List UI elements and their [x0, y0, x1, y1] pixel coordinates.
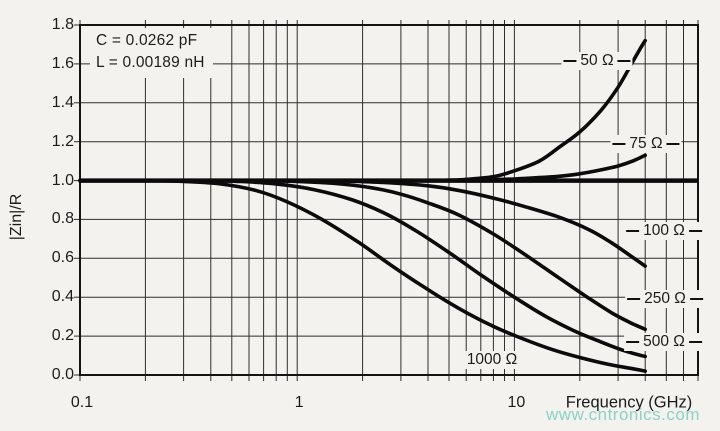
- plot-border: [79, 24, 699, 376]
- x-tick-label-1: 1: [294, 394, 304, 411]
- annotation-inductance: L = 0.00189 nH: [96, 54, 205, 71]
- label-leader-dash: [627, 297, 641, 301]
- x-axis-title: Frequency (GHz): [565, 393, 693, 412]
- curve-label-75-ohm: 75 Ω: [610, 135, 682, 153]
- y-tick-label-0.8: 0.8: [51, 210, 74, 228]
- label-leader-dash: [617, 59, 631, 63]
- label-leader-dash: [612, 142, 626, 146]
- curve-label-text: 1000 Ω: [466, 351, 518, 368]
- curve-label-text: 75 Ω: [629, 135, 663, 152]
- label-leader-dash: [688, 340, 702, 344]
- curve-label-50-ohm: 50 Ω: [561, 52, 633, 70]
- curve-500-ohm: [78, 178, 647, 359]
- y-tick-label-0.4: 0.4: [51, 288, 74, 306]
- curve-label-text: 100 Ω: [643, 222, 685, 239]
- x-tick-label-0.1: 0.1: [70, 394, 94, 411]
- label-leader-dash: [626, 229, 640, 233]
- curve-100-ohm: [78, 178, 647, 268]
- y-axis-title: |Zin|/R: [8, 193, 25, 241]
- annotation-capacitance: C = 0.0262 pF: [96, 32, 198, 49]
- curve-250-ohm: [78, 178, 647, 332]
- curve-label-text: 250 Ω: [644, 290, 686, 307]
- y-tick-label-1.0: 1.0: [51, 171, 74, 189]
- x-tick-label-10: 10: [507, 394, 526, 411]
- y-tick-label-1.6: 1.6: [51, 54, 74, 72]
- curve-label-250-ohm: 250 Ω: [625, 290, 705, 308]
- curve-label-text: 50 Ω: [580, 52, 614, 69]
- curve-label-text: 500 Ω: [643, 333, 685, 350]
- y-tick-label-1.2: 1.2: [51, 132, 74, 150]
- label-leader-dash: [688, 229, 702, 233]
- parasitics-annotation: C = 0.0262 pF L = 0.00189 nH: [90, 28, 213, 78]
- curve-1000-ohm: [78, 178, 647, 373]
- label-leader-dash: [563, 59, 577, 63]
- curve-75-ohm: [78, 153, 647, 183]
- watermark: www.cntronics.com: [546, 405, 700, 424]
- y-tick-label-0.0: 0.0: [51, 366, 74, 383]
- curve-label-100-ohm: 100 Ω: [624, 222, 704, 240]
- y-tick-label-0.2: 0.2: [51, 327, 74, 345]
- y-tick-label-1.8: 1.8: [51, 16, 74, 33]
- label-leader-dash: [626, 340, 640, 344]
- label-leader-dash: [689, 297, 703, 301]
- y-tick-label-0.6: 0.6: [51, 249, 74, 267]
- curve-label-1000-ohm: 1000 Ω: [464, 351, 520, 369]
- y-tick-label-1.4: 1.4: [51, 93, 74, 111]
- label-leader-dash: [666, 142, 680, 146]
- curve-label-500-ohm: 500 Ω: [624, 333, 704, 351]
